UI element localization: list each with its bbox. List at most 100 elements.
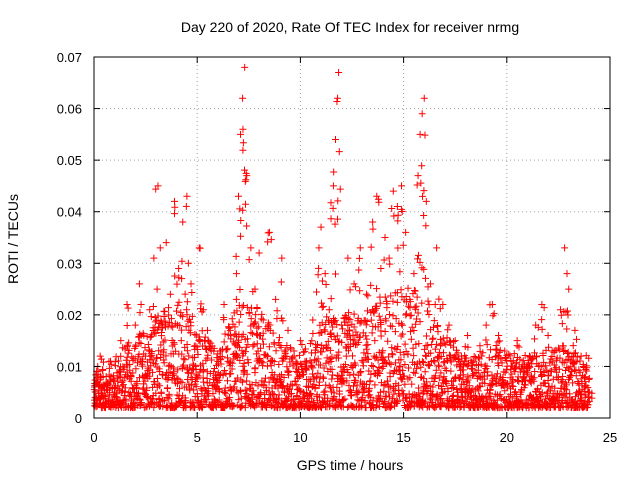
data-point <box>226 370 234 378</box>
data-point <box>421 368 429 376</box>
data-point <box>288 389 296 397</box>
data-point <box>117 337 125 345</box>
data-point <box>388 394 396 402</box>
data-point <box>98 384 106 392</box>
data-point <box>177 337 185 345</box>
data-point <box>203 368 211 376</box>
data-point <box>509 394 517 402</box>
data-point <box>232 252 240 260</box>
data-point <box>199 360 207 368</box>
data-point <box>149 326 157 334</box>
data-point <box>327 333 335 341</box>
data-point <box>414 251 422 259</box>
data-point <box>333 97 341 105</box>
data-point <box>331 136 339 144</box>
data-point <box>204 351 212 359</box>
data-point <box>443 355 451 363</box>
data-point <box>169 371 177 379</box>
data-point <box>215 396 223 404</box>
data-point <box>286 390 294 398</box>
data-point <box>577 395 585 403</box>
data-point <box>374 356 382 364</box>
data-point <box>192 331 200 339</box>
data-point <box>322 359 330 367</box>
data-point <box>318 319 326 327</box>
data-point <box>355 266 363 274</box>
data-point <box>334 354 342 362</box>
data-point <box>272 347 280 355</box>
data-point <box>273 307 281 315</box>
data-point <box>355 338 363 346</box>
data-point <box>296 387 304 395</box>
data-point <box>178 350 186 358</box>
data-point <box>315 264 323 272</box>
data-point <box>577 396 585 404</box>
data-point <box>569 342 577 350</box>
data-point <box>416 258 424 266</box>
data-point <box>406 298 414 306</box>
data-point <box>309 316 317 324</box>
data-point <box>369 396 377 404</box>
data-point <box>287 380 295 388</box>
data-point <box>581 373 589 381</box>
data-point <box>350 323 358 331</box>
y-tick-label: 0.07 <box>57 50 82 65</box>
data-point <box>334 197 342 205</box>
data-point <box>573 353 581 361</box>
data-point <box>289 354 297 362</box>
data-point <box>394 343 402 351</box>
data-point <box>563 349 571 357</box>
data-point <box>569 379 577 387</box>
data-point <box>237 387 245 395</box>
data-point <box>554 344 562 352</box>
data-point <box>513 358 521 366</box>
y-tick-label: 0.02 <box>57 308 82 323</box>
data-point <box>220 367 228 375</box>
data-point <box>192 383 200 391</box>
data-point <box>505 350 513 358</box>
data-point <box>314 271 322 279</box>
data-point <box>433 340 441 348</box>
data-point <box>403 394 411 402</box>
data-point <box>456 375 464 383</box>
data-point <box>250 319 258 327</box>
data-point <box>563 307 571 315</box>
data-point <box>210 368 218 376</box>
data-point <box>277 278 285 286</box>
data-point <box>528 360 536 368</box>
data-point <box>435 381 443 389</box>
data-point <box>389 351 397 359</box>
data-point <box>435 363 443 371</box>
data-point <box>313 288 321 296</box>
data-point <box>362 381 370 389</box>
data-point <box>534 323 542 331</box>
data-point <box>186 329 194 337</box>
data-point <box>314 397 322 405</box>
data-point <box>158 318 166 326</box>
data-point <box>196 244 204 252</box>
data-point <box>160 346 168 354</box>
data-point <box>325 306 333 314</box>
data-point <box>164 322 172 330</box>
data-point <box>410 270 418 278</box>
data-point <box>371 381 379 389</box>
data-point <box>155 394 163 402</box>
data-point <box>361 317 369 325</box>
data-point <box>462 354 470 362</box>
data-point <box>247 329 255 337</box>
data-point <box>200 378 208 386</box>
data-point <box>330 168 338 176</box>
data-point <box>394 244 402 252</box>
y-tick-label: 0 <box>75 411 82 426</box>
data-point <box>431 345 439 353</box>
data-point <box>282 346 290 354</box>
data-point <box>431 358 439 366</box>
data-point <box>311 356 319 364</box>
data-point <box>218 353 226 361</box>
data-point <box>357 368 365 376</box>
data-point <box>253 324 261 332</box>
data-point <box>319 302 327 310</box>
data-point <box>413 293 421 301</box>
data-point <box>142 352 150 360</box>
data-point <box>332 270 339 278</box>
